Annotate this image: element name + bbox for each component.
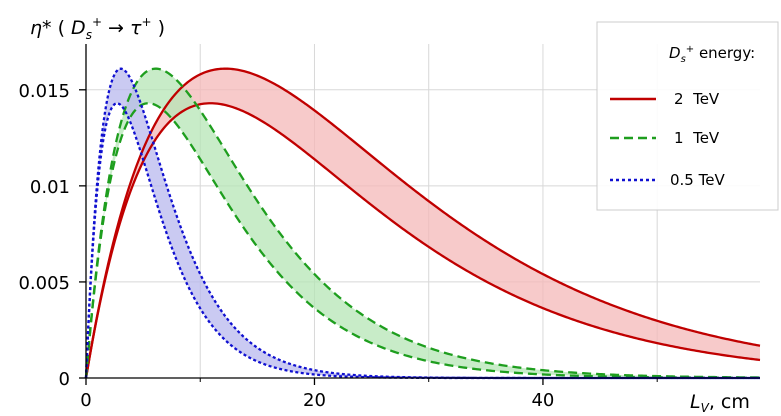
y-tick-label: 0 bbox=[59, 369, 70, 390]
legend-label-05tev: 0.5 TeV bbox=[670, 171, 725, 189]
y-title-open: ( bbox=[52, 17, 72, 39]
x-title-sub: V bbox=[701, 401, 710, 415]
band-2tev bbox=[86, 68, 760, 378]
x-axis-title: LV, cm bbox=[690, 391, 750, 415]
legend: Ds+ energy: 2 TeV 1 TeV 0.5 TeV bbox=[596, 21, 779, 211]
x-tick-label: 0 bbox=[80, 390, 91, 411]
legend-title-d: D bbox=[669, 44, 681, 62]
legend-title-rest: energy: bbox=[694, 44, 755, 62]
y-tick-label: 0.005 bbox=[18, 273, 70, 294]
legend-title: Ds+ energy: bbox=[669, 44, 755, 65]
y-title-d: D bbox=[71, 17, 86, 39]
legend-label-1tev: 1 TeV bbox=[674, 129, 720, 147]
curve-1tev-upper bbox=[84, 67, 761, 379]
y-title-ds-sub: s bbox=[86, 28, 92, 42]
y-title-eta: η* bbox=[30, 17, 52, 39]
legend-title-sub: s bbox=[681, 54, 686, 65]
y-title-ds-sup: + bbox=[92, 15, 102, 29]
band-1tev bbox=[86, 68, 760, 379]
legend-title-sup: + bbox=[686, 44, 694, 55]
curve-2tev-upper bbox=[84, 67, 761, 379]
legend-box bbox=[596, 21, 779, 211]
curve-2tev-lower bbox=[84, 102, 761, 379]
y-title-arrow: → bbox=[102, 17, 130, 39]
y-tick-label: 0.01 bbox=[30, 177, 70, 198]
x-tick-label: 20 bbox=[303, 390, 326, 411]
y-tick-label: 0.015 bbox=[18, 81, 70, 102]
legend-label-2tev: 2 TeV bbox=[674, 90, 720, 108]
x-title-l: L bbox=[690, 391, 701, 413]
x-tick-label: 40 bbox=[531, 390, 554, 411]
y-title-tau: τ bbox=[130, 17, 142, 39]
x-title-unit: , cm bbox=[709, 391, 750, 413]
y-title-close: ) bbox=[152, 17, 165, 39]
bands bbox=[86, 68, 760, 379]
y-axis-title: η* ( Ds+ → τ+ ) bbox=[30, 15, 165, 42]
ticks: 0 20 40 0 0.005 0.01 0.015 bbox=[18, 81, 658, 411]
y-title-tau-sup: + bbox=[141, 15, 151, 29]
